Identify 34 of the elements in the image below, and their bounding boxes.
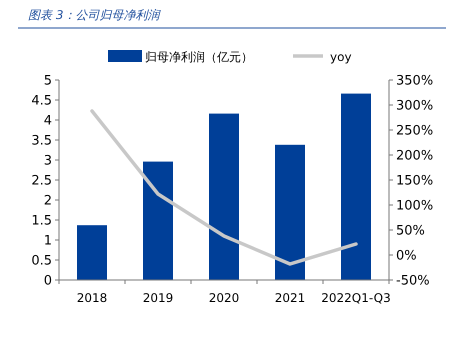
chart-title: 图表 3：公司归母净利润 xyxy=(28,8,162,22)
y-tick-label: 5 xyxy=(44,74,52,88)
y-tick-label: 1 xyxy=(44,234,52,248)
y-tick-label: 4.5 xyxy=(31,94,52,108)
y-tick-label: 3 xyxy=(44,154,52,168)
y-tick-label: 1.5 xyxy=(31,214,52,228)
bar xyxy=(143,162,173,280)
y2-tick-label: 200% xyxy=(396,148,434,164)
legend-label: yoy xyxy=(330,50,352,64)
y-tick-label: 0.5 xyxy=(31,254,52,268)
y-tick-label: 3.5 xyxy=(31,134,52,148)
y-tick-label: 2 xyxy=(44,194,52,208)
x-tick-label: 2018 xyxy=(76,291,108,305)
bar xyxy=(77,225,107,280)
y2-tick-label: 150% xyxy=(396,174,434,188)
y-tick-label: 4 xyxy=(44,114,52,128)
y2-tick-label: -50% xyxy=(396,274,430,288)
bar xyxy=(341,94,371,280)
y2-tick-label: 50% xyxy=(396,224,425,238)
legend-label: 归母净利润（亿元） xyxy=(145,50,253,64)
y-tick-label: 0 xyxy=(44,274,52,288)
bar xyxy=(275,144,305,280)
x-tick-label: 2021 xyxy=(274,291,306,305)
x-tick-label: 2019 xyxy=(142,291,174,305)
y2-tick-label: 350% xyxy=(396,74,434,88)
y2-tick-label: 300% xyxy=(396,98,434,114)
x-tick-label: 2020 xyxy=(208,291,240,305)
x-tick-label: 2022Q1-Q3 xyxy=(321,291,391,305)
y-tick-label: 2.5 xyxy=(31,174,52,188)
line-series xyxy=(90,109,358,266)
bar xyxy=(209,114,239,280)
y2-tick-label: 250% xyxy=(396,124,434,138)
y2-tick-label: 0% xyxy=(396,248,417,264)
y2-tick-label: 100% xyxy=(396,198,434,214)
